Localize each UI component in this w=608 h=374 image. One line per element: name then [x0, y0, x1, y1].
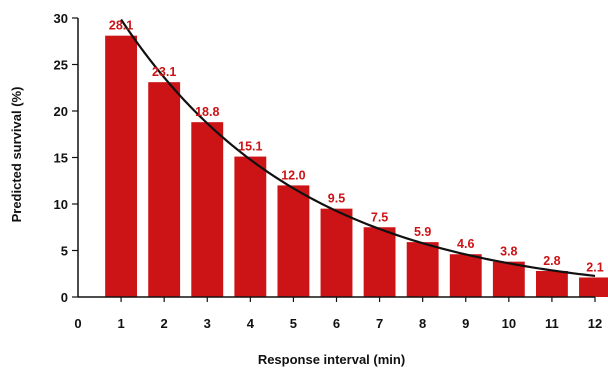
bars-layer	[105, 35, 608, 298]
x-tick-label: 11	[545, 316, 559, 331]
data-label: 9.5	[328, 192, 345, 206]
y-tick-label: 0	[61, 290, 68, 305]
data-label: 2.1	[586, 260, 603, 274]
y-tick-label: 15	[54, 151, 68, 166]
y-tick-label: 10	[54, 197, 68, 212]
bar	[191, 122, 224, 297]
data-label: 5.9	[414, 225, 431, 239]
trend-curve-layer	[120, 18, 596, 278]
x-tick-label: 10	[502, 316, 516, 331]
data-label: 15.1	[238, 140, 262, 154]
x-tick-label: 0	[74, 316, 81, 331]
bar	[277, 185, 310, 297]
bar	[148, 82, 181, 297]
bar	[320, 208, 353, 297]
x-tick-label: 1	[117, 316, 124, 331]
x-axis-title: Response interval (min)	[258, 352, 405, 367]
bar	[535, 270, 568, 297]
data-label: 7.5	[371, 210, 388, 224]
x-tick-label: 6	[333, 316, 340, 331]
x-tick-label: 8	[419, 316, 426, 331]
y-tick-label: 5	[61, 244, 68, 259]
y-tick-label: 25	[54, 58, 68, 73]
x-tick-label: 12	[588, 316, 602, 331]
x-tick-label: 7	[376, 316, 383, 331]
bar	[492, 261, 525, 297]
x-tick-label: 3	[204, 316, 211, 331]
data-label: 2.8	[543, 254, 560, 268]
bar	[406, 242, 439, 297]
data-label: 4.6	[457, 237, 474, 251]
trend-curve	[120, 18, 596, 278]
data-label: 12.0	[281, 168, 305, 182]
bar	[579, 277, 608, 297]
x-tick-label: 9	[462, 316, 469, 331]
data-label: 18.8	[195, 105, 219, 119]
data-label: 3.8	[500, 245, 517, 259]
x-tick-label: 5	[290, 316, 297, 331]
data-label: 28.1	[109, 19, 133, 33]
x-tick-label: 2	[161, 316, 168, 331]
bar	[234, 156, 267, 297]
bar	[449, 254, 482, 297]
bar	[363, 227, 396, 297]
data-labels-layer: 28.1 23.1 18.8 15.1 12.0 9.5 7.5 5.9 4.6 3.8 2.8 2.…	[109, 19, 604, 275]
bar	[105, 35, 138, 298]
y-tick-label: 30	[54, 11, 68, 26]
data-label: 23.1	[152, 65, 176, 79]
y-axis-title: Predicted survival (%)	[9, 87, 24, 223]
y-tick-label: 20	[54, 104, 68, 119]
x-tick-label: 4	[247, 316, 255, 331]
